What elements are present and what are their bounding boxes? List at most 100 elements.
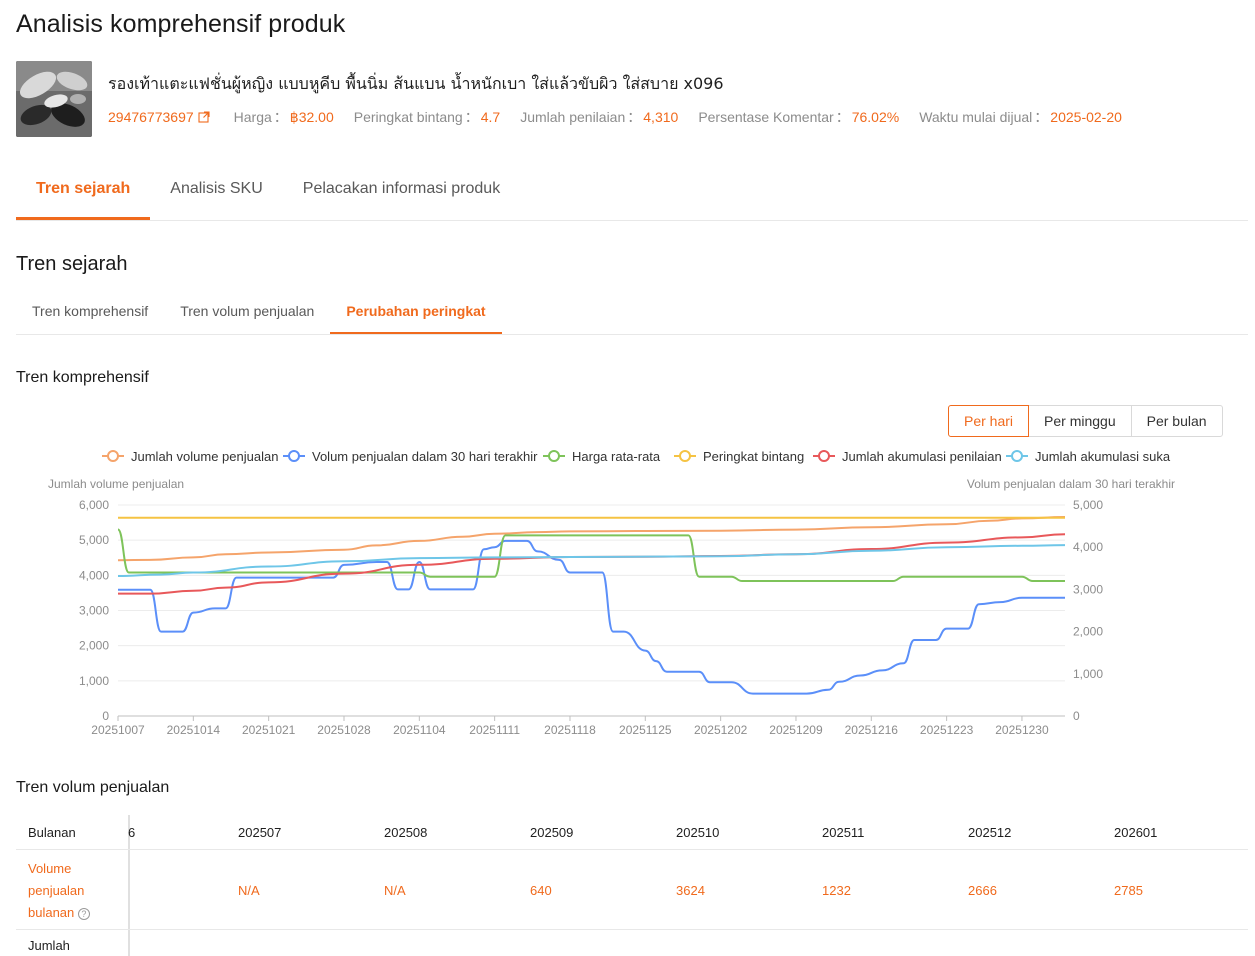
meta-value: 76.02% [851, 109, 900, 125]
page-title: Analisis komprehensif produk [16, 10, 346, 38]
meta-item: Waktu mulai dijual： 2025-02-20 [919, 107, 1122, 127]
period-toggle: Per hari Per minggu Per bulan [948, 405, 1223, 437]
legend-item[interactable]: Peringkat bintang [703, 449, 804, 464]
legend-marker [679, 450, 691, 462]
subtab-tren-komprehensif[interactable]: Tren komprehensif [32, 303, 149, 319]
external-link-icon [198, 111, 210, 123]
x-tick-label: 20251104 [393, 723, 446, 737]
product-name: รองเท้าแตะแฟชั่นผู้หญิง แบบหูคีบ พื้นนิ่… [108, 74, 724, 93]
legend-item[interactable]: Volum penjualan dalam 30 hari terakhir [312, 449, 538, 464]
legend-item[interactable]: Jumlah akumulasi suka [1035, 449, 1171, 464]
meta-separator: ： [464, 109, 479, 125]
right-tick-label: 4,000 [1073, 540, 1103, 554]
month-header: 202512 [968, 825, 1012, 840]
monthly-volume-cell: 640 [530, 883, 552, 898]
table-row: Volume penjualan bulanan ? N/A N/A 640 3624… [16, 850, 1248, 930]
period-per-minggu-button[interactable]: Per minggu [1028, 405, 1132, 437]
help-icon[interactable]: ? [77, 907, 90, 920]
sales-table-title: Tren volum penjualan [16, 779, 170, 796]
meta-label: Harga [233, 109, 272, 125]
main-tabs: Tren sejarah Analisis SKU Pelacakan inform… [16, 160, 1248, 221]
month-header: 202509 [530, 825, 574, 840]
series-line-0 [117, 516, 1066, 562]
section-title: Tren sejarah [16, 253, 128, 275]
x-tick-label: 20251028 [317, 723, 371, 737]
tab-tren-sejarah[interactable]: Tren sejarah [16, 160, 151, 220]
table-header-row: Bulanan 6 202507 202508 202509 202510 202511 2… [16, 815, 1248, 850]
row-label-monthly-volume: Volume penjualan bulanan ? [28, 858, 118, 924]
meta-item: Peringkat bintang： 4.7 [354, 107, 500, 127]
period-per-bulan-button[interactable]: Per bulan [1130, 405, 1223, 437]
x-tick-label: 20251223 [920, 723, 974, 737]
legend-marker [288, 450, 300, 462]
row-label-total: Jumlah [28, 938, 70, 953]
product-meta: 29476773697 Harga：฿32.00 Peringkat bintan… [108, 107, 1142, 127]
left-tick-label: 5,000 [79, 533, 109, 547]
x-tick-label: 20251125 [619, 723, 672, 737]
tab-pelacakan-informasi-produk[interactable]: Pelacakan informasi produk [302, 180, 501, 197]
legend-marker [548, 450, 560, 462]
x-tick-label: 20251209 [769, 723, 823, 737]
right-tick-label: 0 [1073, 709, 1080, 723]
monthly-volume-cell: 1232 [822, 883, 851, 898]
meta-separator: ： [627, 109, 642, 125]
right-tick-label: 1,000 [1073, 667, 1103, 681]
legend-marker [107, 450, 119, 462]
month-header: 6 [128, 825, 136, 840]
table-divider [128, 815, 130, 956]
legend-item[interactable]: Jumlah akumulasi penilaian [842, 449, 1002, 464]
month-header: 202511 [822, 825, 865, 840]
left-tick-label: 3,000 [79, 604, 109, 618]
product-id-link[interactable]: 29476773697 [108, 109, 210, 125]
sales-table: Bulanan 6 202507 202508 202509 202510 202511 2… [16, 815, 1248, 956]
legend-item[interactable]: Jumlah volume penjualan [131, 449, 278, 464]
series-line-1 [118, 539, 1065, 695]
meta-label: Peringkat bintang [353, 109, 463, 125]
meta-value: 2025-02-20 [1050, 109, 1122, 125]
table-header-label: Bulanan [28, 825, 76, 840]
sub-tabs: Tren komprehensif Tren volum penjualan Per… [16, 290, 1248, 335]
meta-value: 4,310 [643, 109, 679, 125]
right-tick-label: 3,000 [1073, 582, 1103, 596]
meta-label: Persentase Komentar [698, 109, 834, 125]
left-tick-label: 6,000 [79, 498, 109, 512]
table-row: Jumlah [16, 930, 1248, 956]
tab-analisis-sku[interactable]: Analisis SKU [170, 180, 263, 197]
month-header: 202601 [1114, 825, 1158, 840]
right-axis-title: Volum penjualan dalam 30 hari terakhir [967, 477, 1175, 491]
monthly-volume-cell: N/A [384, 883, 406, 898]
subtab-tren-volum-penjualan[interactable]: Tren volum penjualan [180, 303, 315, 319]
right-tick-label: 5,000 [1073, 498, 1103, 512]
x-tick-label: 20251021 [242, 723, 296, 737]
x-tick-label: 20251111 [469, 723, 520, 737]
meta-separator: ： [835, 109, 850, 125]
left-tick-label: 4,000 [79, 568, 109, 582]
trend-chart: Jumlah volume penjualan Volum penjualan d… [48, 449, 1175, 737]
row-label-text: Volume penjualan bulanan [28, 861, 85, 920]
legend-item[interactable]: Harga rata-rata [572, 449, 661, 464]
month-header: 202507 [238, 825, 282, 840]
x-tick-label: 20251216 [845, 723, 899, 737]
meta-item: Harga：฿32.00 [234, 107, 334, 127]
series-line-4 [118, 533, 1066, 595]
right-tick-label: 2,000 [1073, 625, 1103, 639]
subtab-perubahan-peringkat[interactable]: Perubahan peringkat [330, 290, 502, 334]
x-tick-label: 20251118 [544, 723, 596, 737]
left-tick-label: 1,000 [79, 674, 109, 688]
product-image[interactable] [16, 61, 92, 137]
meta-separator: ： [273, 109, 288, 125]
left-tick-label: 2,000 [79, 639, 109, 653]
month-header: 202508 [384, 825, 428, 840]
period-per-hari-button[interactable]: Per hari [948, 405, 1030, 437]
month-header: 202510 [676, 825, 720, 840]
meta-item: Jumlah penilaian： 4,310 [520, 107, 678, 127]
monthly-volume-cell: N/A [238, 883, 260, 898]
x-tick-label: 20251014 [167, 723, 221, 737]
product-id: 29476773697 [108, 109, 194, 125]
series-line-2 [117, 528, 1065, 582]
x-tick-label: 20251007 [91, 723, 145, 737]
meta-item: Persentase Komentar： 76.02% [698, 107, 899, 127]
meta-value: 4.7 [480, 109, 501, 125]
monthly-volume-cell: 2785 [1114, 883, 1143, 898]
x-tick-label: 20251202 [694, 723, 748, 737]
